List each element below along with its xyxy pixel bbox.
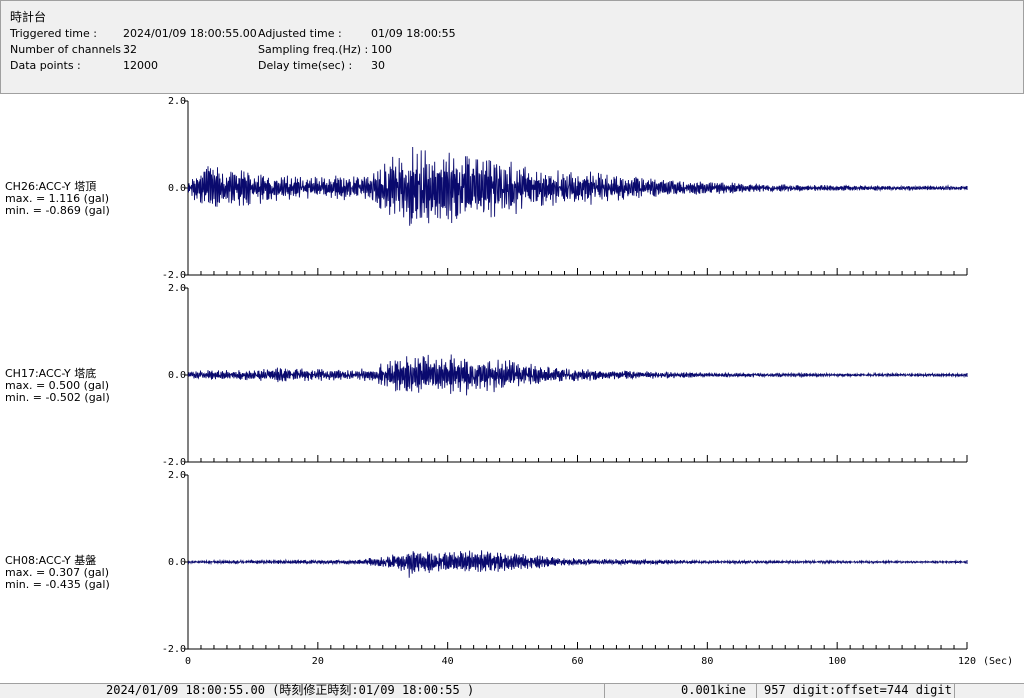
triggered-time-label: Triggered time : [10, 27, 97, 40]
adjusted-time-label: Adjusted time : [258, 27, 342, 40]
status-bar: 2024/01/09 18:00:55.00 (時刻修正時刻:01/09 18:… [0, 683, 1024, 698]
delay-time-value: 30 [371, 59, 385, 72]
channel-name: CH08:ACC-Y 基盤 [5, 554, 97, 567]
channels-label: Number of channels : [10, 43, 129, 56]
waveform-plot-area: 2.0 0.0 -2.0 2.0 0.0 -2.0 2.0 0.0 -2.0 0 20 40 60 80 1… [0, 94, 1024, 682]
data-points-value: 12000 [123, 59, 158, 72]
y-tick-label: -2.0 [162, 270, 186, 281]
data-points-label: Data points : [10, 59, 81, 72]
channel-label-ch26: CH26:ACC-Y 塔頂 max. = 1.116 (gal) min. = … [5, 181, 110, 217]
channel-min: min. = -0.502 (gal) [5, 391, 110, 404]
info-header: 時計台 Triggered time : 2024/01/09 18:00:55… [0, 0, 1024, 94]
station-title: 時計台 [10, 10, 47, 24]
channel-name: CH17:ACC-Y 塔底 [5, 367, 97, 380]
triggered-time-value: 2024/01/09 18:00:55.00 [123, 27, 257, 40]
status-empty-pane [954, 684, 1024, 698]
x-tick-label: 100 [828, 656, 846, 667]
x-tick-label: 40 [442, 656, 454, 667]
delay-time-label: Delay time(sec) : [258, 59, 353, 72]
y-tick-label: 2.0 [168, 283, 186, 294]
adjusted-time-value: 01/09 18:00:55 [371, 27, 456, 40]
channel-label-ch08: CH08:ACC-Y 基盤 max. = 0.307 (gal) min. = … [5, 555, 110, 591]
y-tick-label: -2.0 [162, 457, 186, 468]
waveform-chart: 2.00.0-2.02.00.0-2.02.00.0-2.00 20 40 60 80 1… [162, 96, 1013, 667]
status-digit: 957 digit:offset=744 digit [756, 684, 952, 698]
y-tick-label: 0.0 [168, 183, 186, 194]
x-tick-label: 60 [571, 656, 583, 667]
y-tick-label: -2.0 [162, 644, 186, 655]
x-tick-label: 80 [701, 656, 713, 667]
channel-label-ch17: CH17:ACC-Y 塔底 max. = 0.500 (gal) min. = … [5, 368, 110, 404]
channel-max: max. = 0.500 (gal) [5, 379, 110, 392]
x-tick-label: 120 [958, 656, 976, 667]
waveform-trace [187, 146, 968, 226]
y-tick-label: 2.0 [168, 470, 186, 481]
waveform-trace [187, 550, 968, 578]
waveform-trace [187, 354, 968, 396]
y-tick-label: 0.0 [168, 557, 186, 568]
channel-name: CH26:ACC-Y 塔頂 [5, 180, 97, 193]
status-datetime: 2024/01/09 18:00:55.00 (時刻修正時刻:01/09 18:… [106, 684, 475, 697]
channel-min: min. = -0.435 (gal) [5, 578, 110, 591]
y-tick-label: 0.0 [168, 370, 186, 381]
channel-min: min. = -0.869 (gal) [5, 204, 110, 217]
channel-max: max. = 1.116 (gal) [5, 192, 110, 205]
x-unit-label: (Sec) [983, 656, 1013, 667]
channel-max: max. = 0.307 (gal) [5, 566, 110, 579]
x-tick-label: 0 [185, 656, 191, 667]
sampling-freq-label: Sampling freq.(Hz) : [258, 43, 369, 56]
status-unit: 0.001kine [604, 684, 754, 698]
channels-value: 32 [123, 43, 137, 56]
sampling-freq-value: 100 [371, 43, 392, 56]
x-tick-label: 20 [312, 656, 324, 667]
y-tick-label: 2.0 [168, 96, 186, 107]
